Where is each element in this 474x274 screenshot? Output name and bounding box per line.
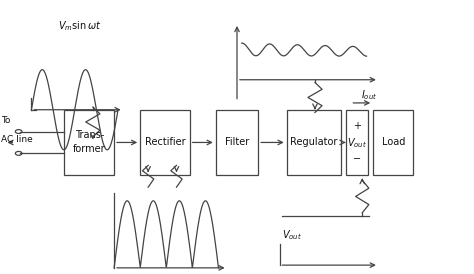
Text: $I_{out}$: $I_{out}$	[361, 88, 377, 102]
Text: Trans-
former: Trans- former	[73, 130, 106, 155]
Text: $V_{out}$: $V_{out}$	[282, 229, 302, 242]
Text: Regulator: Regulator	[290, 138, 337, 147]
Text: $V_m\sin\omega t$: $V_m\sin\omega t$	[58, 19, 101, 33]
FancyBboxPatch shape	[140, 110, 190, 175]
Text: AC line: AC line	[1, 135, 33, 144]
FancyBboxPatch shape	[346, 110, 368, 175]
FancyBboxPatch shape	[216, 110, 258, 175]
Text: Filter: Filter	[225, 138, 249, 147]
FancyBboxPatch shape	[373, 110, 413, 175]
Text: Rectifier: Rectifier	[145, 138, 185, 147]
FancyBboxPatch shape	[287, 110, 341, 175]
Text: +
$V_{out}$
−: + $V_{out}$ −	[347, 121, 367, 164]
Text: Load: Load	[382, 138, 405, 147]
FancyBboxPatch shape	[64, 110, 114, 175]
Text: To: To	[1, 116, 10, 125]
